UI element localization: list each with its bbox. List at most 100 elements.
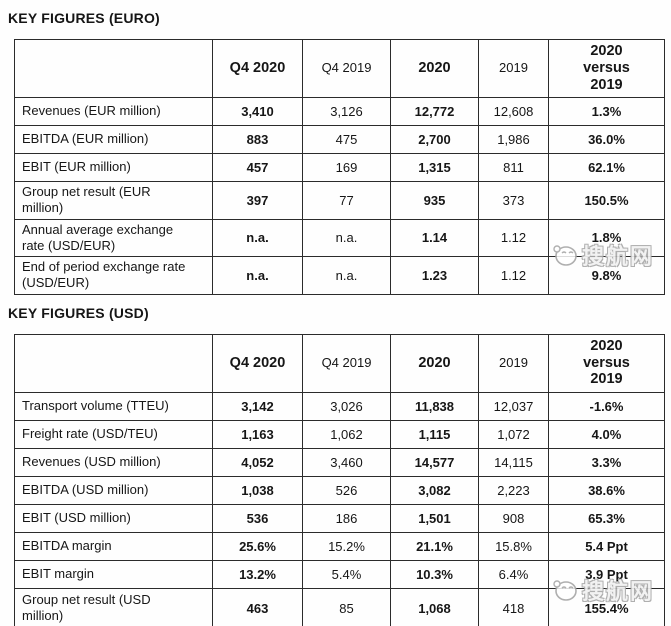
value-cell: 4.0% (548, 419, 665, 449)
value-cell: 1.8% (548, 218, 665, 257)
value-cell: 475 (302, 125, 391, 154)
value-cell: 77 (302, 181, 391, 220)
row-label: End of period exchange rate (USD/EUR) (14, 256, 213, 295)
table-row: Revenues (EUR million) 3,410 3,126 12,772 12… (14, 97, 665, 126)
value-cell: 4,052 (212, 447, 303, 477)
table-row: Annual average exchange rate (USD/EUR) n.… (14, 218, 665, 257)
value-cell: 3,460 (302, 447, 391, 477)
column-header: 2019 (478, 39, 549, 98)
value-cell: 3.3% (548, 447, 665, 477)
value-cell: 526 (302, 475, 391, 505)
column-header-label: 2020 versus 2019 (583, 43, 630, 93)
value-cell: -1.6% (548, 391, 665, 421)
table-row: End of period exchange rate (USD/EUR) n.a… (14, 256, 665, 295)
row-label: EBIT (USD million) (14, 503, 213, 533)
row-label: EBITDA (USD million) (14, 475, 213, 505)
table-row: EBIT margin 13.2% 5.4% 10.3% 6.4% 3.9 Ppt (14, 559, 665, 589)
value-cell: 11,838 (390, 391, 479, 421)
value-cell: 3,126 (302, 97, 391, 126)
value-cell: 908 (478, 503, 549, 533)
table-row: EBIT (EUR million) 457 169 1,315 811 62.1% (14, 153, 665, 182)
column-header-label: 2020 (418, 60, 451, 77)
value-cell: 155.4% (548, 587, 665, 626)
value-cell: n.a. (212, 218, 303, 257)
column-header-label: 2019 (499, 60, 528, 76)
row-label: Group net result (USD million) (14, 587, 213, 626)
value-cell: 1,163 (212, 419, 303, 449)
value-cell: 15.2% (302, 531, 391, 561)
value-cell: n.a. (212, 256, 303, 295)
value-cell: 5.4 Ppt (548, 531, 665, 561)
value-cell: 38.6% (548, 475, 665, 505)
table-row: Freight rate (USD/TEU) 1,163 1,062 1,115 1,0… (14, 419, 665, 449)
column-header-label: 2020 (418, 354, 451, 371)
value-cell: 36.0% (548, 125, 665, 154)
value-cell: 811 (478, 153, 549, 182)
value-cell: 1,062 (302, 419, 391, 449)
table-row: EBITDA (USD million) 1,038 526 3,082 2,223 38… (14, 475, 665, 505)
value-cell: 3,026 (302, 391, 391, 421)
value-cell: 935 (390, 181, 479, 220)
row-label: Revenues (EUR million) (14, 97, 213, 126)
table-row: EBIT (USD million) 536 186 1,501 908 65.3% (14, 503, 665, 533)
value-cell: 3,082 (390, 475, 479, 505)
value-cell: 1,068 (390, 587, 479, 626)
value-cell: 10.3% (390, 559, 479, 589)
value-cell: 21.1% (390, 531, 479, 561)
row-label: EBITDA (EUR million) (14, 125, 213, 154)
value-cell: 373 (478, 181, 549, 220)
column-header: 2020 (390, 333, 479, 393)
value-cell: 1.3% (548, 97, 665, 126)
table-row: EBITDA margin 25.6% 15.2% 21.1% 15.8% 5.4 Ppt (14, 531, 665, 561)
value-cell: 1.14 (390, 218, 479, 257)
header-row: Q4 2020 Q4 2019 2020 2019 2020 versus 2019 (14, 333, 665, 393)
column-header-label: Q4 2020 (229, 354, 286, 371)
value-cell: 12,037 (478, 391, 549, 421)
column-header: 2020 versus 2019 (548, 39, 665, 98)
row-label: Annual average exchange rate (USD/EUR) (14, 218, 213, 257)
column-header-label: 2019 (499, 354, 528, 370)
value-cell: 457 (212, 153, 303, 182)
table-row: Group net result (USD million) 463 85 1,068… (14, 587, 665, 626)
value-cell: 12,608 (478, 97, 549, 126)
table-row: EBITDA (EUR million) 883 475 2,700 1,986 36.0… (14, 125, 665, 154)
table-row: Group net result (EUR million) 397 77 935 37… (14, 181, 665, 220)
value-cell: n.a. (302, 218, 391, 257)
value-cell: 2,223 (478, 475, 549, 505)
value-cell: 1,072 (478, 419, 549, 449)
column-header: 2020 (390, 39, 479, 98)
column-header: 2020 versus 2019 (548, 333, 665, 393)
table-row: Transport volume (TTEU) 3,142 3,026 11,838 1… (14, 391, 665, 421)
column-header: Q4 2019 (302, 333, 391, 393)
column-header: Q4 2020 (212, 333, 303, 393)
column-header: Q4 2020 (212, 39, 303, 98)
value-cell: 536 (212, 503, 303, 533)
section-title-euro: KEY FIGURES (EURO) (8, 10, 160, 26)
value-cell: 13.2% (212, 559, 303, 589)
row-label: EBIT margin (14, 559, 213, 589)
row-label: Group net result (EUR million) (14, 181, 213, 220)
value-cell: 1,315 (390, 153, 479, 182)
value-cell: 1.12 (478, 218, 549, 257)
value-cell: 169 (302, 153, 391, 182)
value-cell: 1,115 (390, 419, 479, 449)
row-label: Freight rate (USD/TEU) (14, 419, 213, 449)
value-cell: 9.8% (548, 256, 665, 295)
value-cell: 883 (212, 125, 303, 154)
value-cell: 1.23 (390, 256, 479, 295)
row-label: EBITDA margin (14, 531, 213, 561)
value-cell: 6.4% (478, 559, 549, 589)
value-cell: 15.8% (478, 531, 549, 561)
row-label-column-header (14, 333, 213, 393)
column-header-label: Q4 2020 (229, 60, 286, 77)
value-cell: 3.9 Ppt (548, 559, 665, 589)
value-cell: 418 (478, 587, 549, 626)
value-cell: 150.5% (548, 181, 665, 220)
row-label: EBIT (EUR million) (14, 153, 213, 182)
value-cell: 186 (302, 503, 391, 533)
header-row: Q4 2020 Q4 2019 2020 2019 2020 versus 2019 (14, 39, 665, 98)
column-header-label: Q4 2019 (321, 354, 372, 370)
value-cell: 14,115 (478, 447, 549, 477)
row-label: Transport volume (TTEU) (14, 391, 213, 421)
